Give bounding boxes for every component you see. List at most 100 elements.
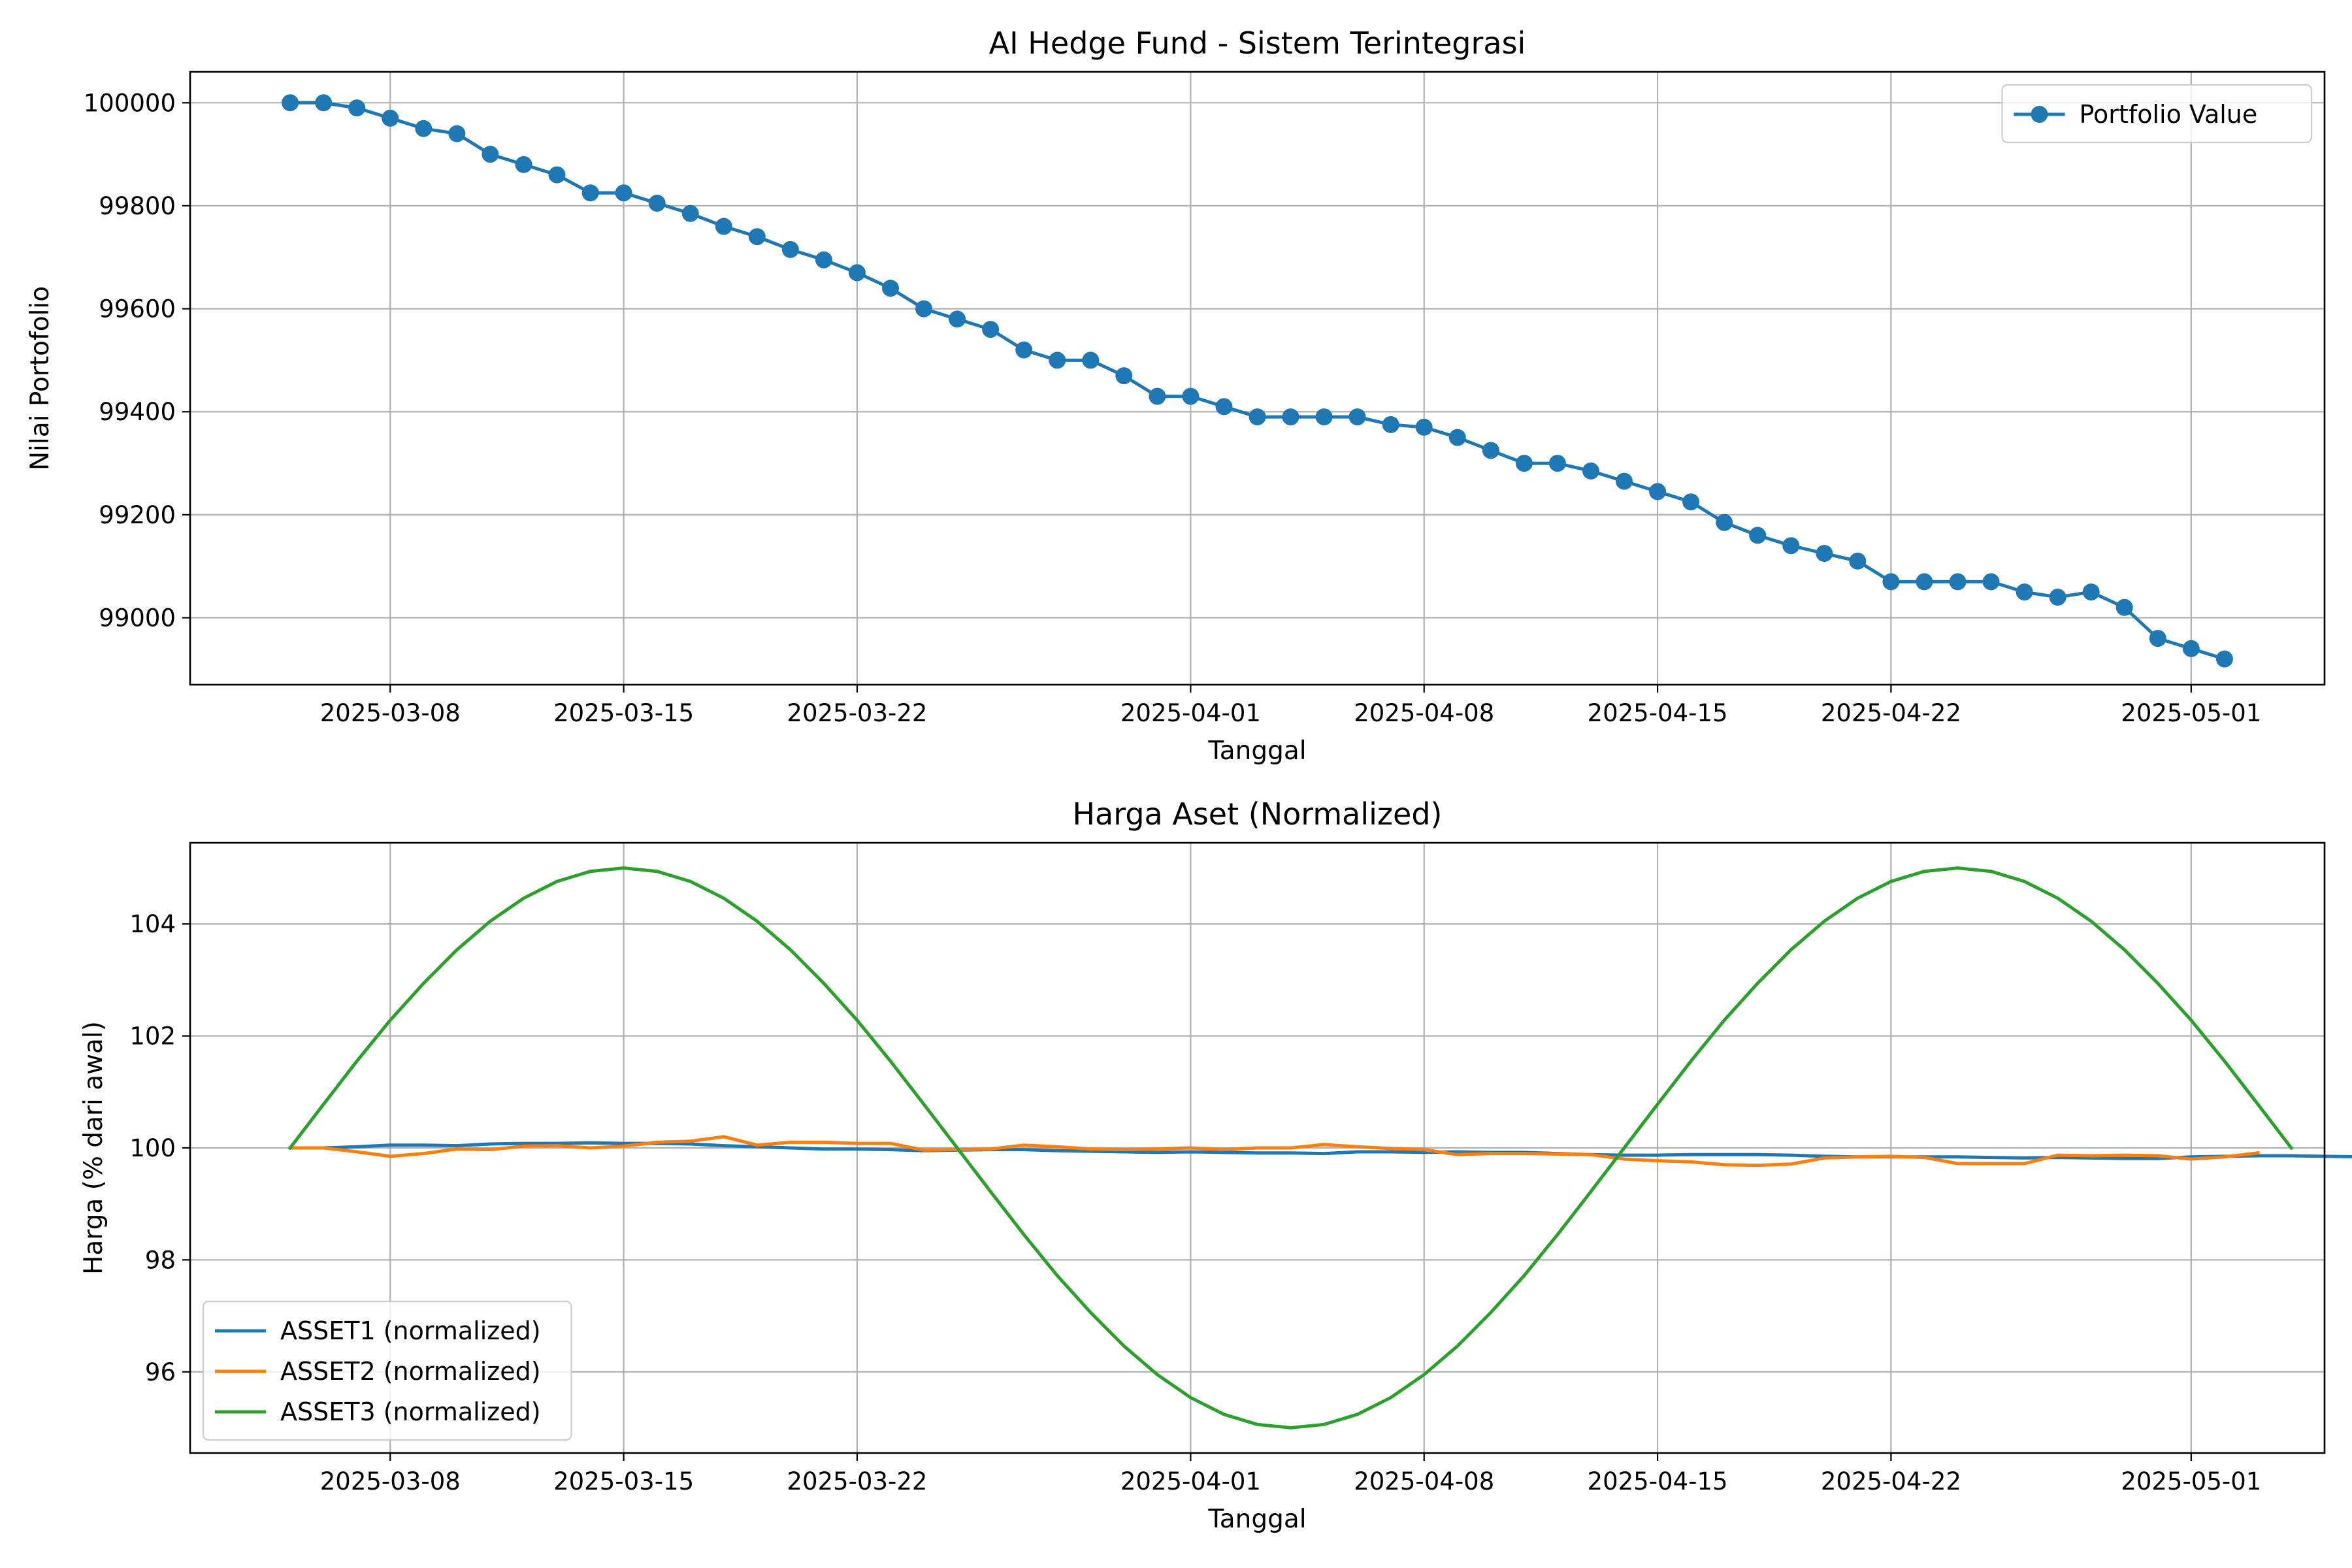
portfolio-data-point <box>1015 341 1033 359</box>
portfolio-data-point <box>548 166 566 184</box>
portfolio-chart: 2025-03-08 2025-03-15 2025-03-22 2025-04-01… <box>25 25 2326 766</box>
portfolio-x-tick-label: 2025-05-01 <box>2121 699 2261 727</box>
portfolio-y-tick-label: 99800 <box>99 192 176 220</box>
portfolio-data-point <box>882 280 899 297</box>
asset-price-chart-y-axis-label: Harga (% dari awal) <box>79 1021 108 1275</box>
portfolio-data-point <box>1649 483 1667 500</box>
asset-price-y-tick-label: 96 <box>145 1358 176 1386</box>
portfolio-x-tick-label: 2025-03-08 <box>320 699 461 727</box>
portfolio-data-point <box>581 184 599 202</box>
portfolio-data-point <box>1249 408 1266 426</box>
portfolio-data-point <box>1482 442 1499 459</box>
portfolio-x-tick-label: 2025-04-08 <box>1354 699 1494 727</box>
portfolio-data-point <box>615 184 632 202</box>
portfolio-data-point <box>1448 429 1466 446</box>
portfolio-data-point <box>1282 408 1299 426</box>
asset-price-legend-label: ASSET3 (normalized) <box>280 1397 541 1426</box>
asset-price-x-tick-label: 2025-04-22 <box>1821 1467 1961 1495</box>
portfolio-data-point <box>648 195 666 212</box>
asset-price-x-tick-label: 2025-03-08 <box>320 1467 461 1495</box>
asset-price-x-tick-label: 2025-04-15 <box>1588 1467 1728 1495</box>
portfolio-data-point <box>2049 589 2066 606</box>
portfolio-data-point <box>2016 583 2033 601</box>
asset-price-chart-x-axis-label: Tanggal <box>1207 1505 1306 1534</box>
portfolio-data-point <box>815 251 832 269</box>
portfolio-data-point <box>1816 545 1833 562</box>
asset-price-y-tick-label: 100 <box>129 1134 176 1162</box>
portfolio-data-point <box>1782 537 1800 555</box>
portfolio-data-point <box>915 300 932 318</box>
portfolio-legend-label: Portfolio Value <box>2080 100 2258 129</box>
portfolio-chart-ticks: 2025-03-08 2025-03-15 2025-03-22 2025-04-01… <box>84 89 2262 727</box>
asset-price-x-tick-label: 2025-04-01 <box>1120 1467 1261 1495</box>
asset-price-x-tick-label: 2025-03-15 <box>553 1467 694 1495</box>
portfolio-data-point <box>1982 573 2000 591</box>
portfolio-data-point <box>482 146 499 163</box>
portfolio-data-point <box>1415 418 1433 436</box>
portfolio-data-point <box>1548 455 1566 472</box>
portfolio-y-tick-label: 99000 <box>99 604 176 632</box>
portfolio-data-point <box>282 94 299 112</box>
portfolio-data-point <box>848 264 866 282</box>
asset-price-chart: 2025-03-08 2025-03-15 2025-03-22 2025-04-01… <box>79 796 2352 1534</box>
portfolio-data-point <box>1049 351 1066 369</box>
portfolio-chart-x-axis-label: Tanggal <box>1207 736 1306 766</box>
portfolio-data-point <box>1616 472 1633 490</box>
asset-price-y-tick-label: 102 <box>129 1022 176 1051</box>
portfolio-data-point <box>2115 598 2133 616</box>
portfolio-legend-box <box>2001 84 2313 144</box>
asset-price-chart-series <box>287 866 2352 1429</box>
portfolio-y-tick-label: 99200 <box>99 501 176 529</box>
portfolio-chart-frame <box>189 71 2326 686</box>
portfolio-x-tick-label: 2025-04-15 <box>1588 699 1728 727</box>
asset-price-series-line-2 <box>288 1135 2260 1168</box>
portfolio-data-point <box>2082 583 2100 601</box>
portfolio-data-point <box>1348 408 1366 426</box>
asset-price-legend-box <box>202 1300 572 1441</box>
portfolio-x-tick-label: 2025-03-15 <box>553 699 694 727</box>
portfolio-data-point <box>1182 387 1200 405</box>
asset-price-chart-ticks: 2025-03-08 2025-03-15 2025-03-22 2025-04-01… <box>129 910 2261 1495</box>
portfolio-data-point <box>1949 573 1967 591</box>
portfolio-data-point <box>1849 552 1867 570</box>
portfolio-data-point <box>748 228 766 246</box>
asset-price-x-tick-label: 2025-03-22 <box>787 1467 927 1495</box>
portfolio-y-tick-label: 100000 <box>84 89 176 117</box>
portfolio-data-point <box>1882 573 1900 591</box>
portfolio-data-point <box>949 310 966 328</box>
portfolio-data-point <box>715 218 732 235</box>
portfolio-x-tick-label: 2025-04-01 <box>1120 699 1261 727</box>
asset-price-legend-label: ASSET1 (normalized) <box>280 1316 541 1345</box>
portfolio-data-point <box>415 120 433 137</box>
portfolio-chart-legend: Portfolio Value <box>2001 84 2313 144</box>
portfolio-data-point <box>1149 387 1166 405</box>
portfolio-data-point <box>1215 398 1233 416</box>
portfolio-data-point <box>382 109 399 127</box>
portfolio-data-point <box>1115 367 1133 385</box>
asset-price-x-tick-label: 2025-05-01 <box>2121 1467 2261 1495</box>
portfolio-x-tick-label: 2025-04-22 <box>1821 699 1961 727</box>
asset-price-chart-title: Harga Aset (Normalized) <box>1072 796 1442 832</box>
portfolio-data-point <box>515 155 532 173</box>
portfolio-data-point <box>1515 455 1533 472</box>
portfolio-chart-series <box>282 94 2233 668</box>
asset-price-chart-legend: ASSET1 (normalized) ASSET2 (normalized) AS… <box>202 1300 572 1441</box>
portfolio-data-point <box>315 94 333 112</box>
portfolio-data-point <box>1916 573 1933 591</box>
portfolio-data-point <box>1315 408 1333 426</box>
asset-price-y-tick-label: 98 <box>145 1246 176 1274</box>
portfolio-data-point <box>982 321 1000 338</box>
portfolio-data-point <box>2215 650 2233 668</box>
portfolio-data-point <box>2149 630 2166 647</box>
portfolio-y-tick-label: 99600 <box>99 295 176 323</box>
portfolio-data-point <box>1582 462 1599 480</box>
asset-price-legend-label: ASSET2 (normalized) <box>280 1357 541 1386</box>
portfolio-data-point <box>348 99 366 117</box>
portfolio-data-point <box>681 204 699 222</box>
portfolio-chart-title: AI Hedge Fund - Sistem Terintegrasi <box>989 25 1526 61</box>
portfolio-data-point <box>1082 351 1100 369</box>
portfolio-data-point <box>448 125 466 142</box>
portfolio-data-point <box>1382 416 1399 433</box>
asset-price-x-tick-label: 2025-04-08 <box>1354 1467 1494 1495</box>
